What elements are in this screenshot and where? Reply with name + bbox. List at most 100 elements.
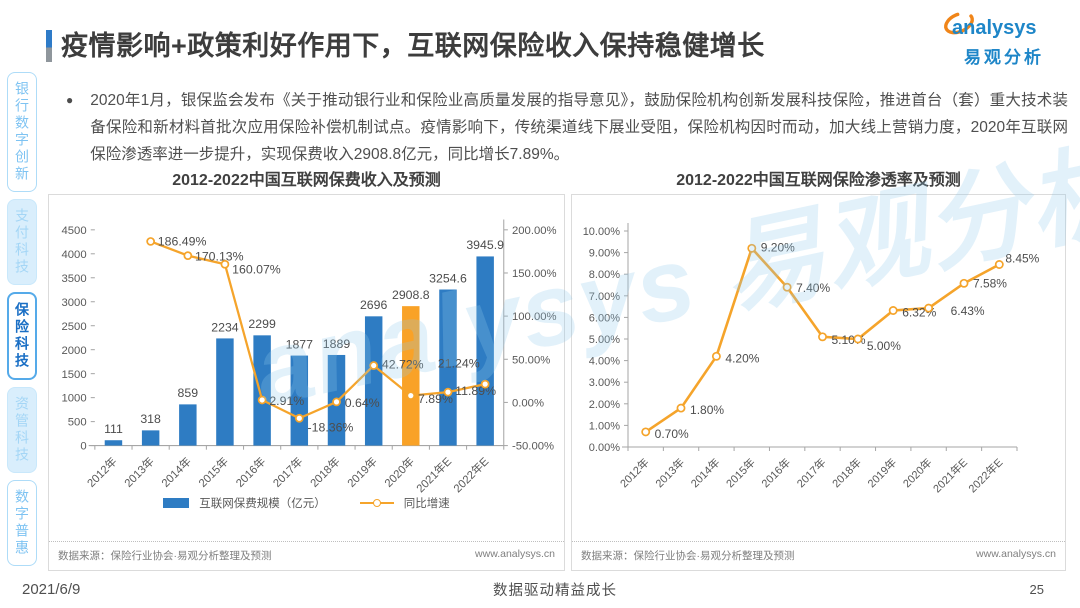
svg-text:50.00%: 50.00% bbox=[512, 354, 550, 366]
bullet-text: 2020年1月，银保监会发布《关于推动银行业和保险业高质量发展的指导意见》，鼓励… bbox=[90, 92, 1068, 163]
legend-bar-label: 互联网保费规模（亿元） bbox=[199, 498, 326, 510]
legend-bar-swatch bbox=[163, 498, 190, 508]
chart-legend: 互联网保费规模（亿元） 同比增速 bbox=[49, 495, 564, 511]
svg-text:2019年: 2019年 bbox=[864, 455, 899, 490]
svg-text:7.00%: 7.00% bbox=[589, 291, 620, 303]
svg-text:0.00%: 0.00% bbox=[589, 442, 620, 454]
svg-text:1.00%: 1.00% bbox=[589, 420, 620, 432]
line-point bbox=[146, 237, 156, 246]
svg-text:859: 859 bbox=[178, 386, 199, 400]
svg-text:2013年: 2013年 bbox=[121, 454, 157, 490]
line-point bbox=[853, 334, 863, 344]
website-label: www.analysys.cn bbox=[976, 548, 1056, 560]
svg-text:170.13%: 170.13% bbox=[195, 250, 244, 264]
sidebar-item-asset-mgmt-tech[interactable]: 资管科技 bbox=[7, 387, 37, 473]
svg-text:4.00%: 4.00% bbox=[589, 356, 620, 368]
svg-text:2012年: 2012年 bbox=[617, 455, 652, 490]
premium-income-chart-title: 2012-2022中国互联网保费收入及预测 bbox=[172, 172, 441, 189]
sidebar-item-payment-tech[interactable]: 支付科技 bbox=[7, 199, 37, 285]
premium-income-chart-svg: 0 500 1000 1500 2000 2500 3000 3500 4000 4500 -50.… bbox=[61, 219, 557, 495]
svg-text:2000: 2000 bbox=[61, 345, 86, 357]
page-title: 疫情影响+政策利好作用下，互联网保险收入保持稳健增长 bbox=[61, 31, 765, 61]
svg-text:9.00%: 9.00% bbox=[589, 248, 620, 260]
line-point bbox=[257, 395, 267, 405]
svg-text:2.91%: 2.91% bbox=[269, 394, 304, 408]
logo-chinese-text: 易观分析 bbox=[964, 48, 1044, 67]
sidebar-item-insurance-tech[interactable]: 保险科技 bbox=[7, 292, 37, 380]
svg-text:111: 111 bbox=[104, 422, 123, 436]
svg-text:318: 318 bbox=[140, 412, 161, 426]
line-point bbox=[924, 303, 934, 313]
svg-text:160.07%: 160.07% bbox=[232, 263, 281, 277]
svg-text:2015年: 2015年 bbox=[723, 455, 758, 490]
penetration-chart-svg: 0.00% 1.00% 2.00% 3.00% 4.00% 5.00% 6.00% 7.00%… bbox=[583, 223, 1040, 495]
bar bbox=[141, 430, 160, 446]
svg-text:1889: 1889 bbox=[323, 337, 351, 351]
svg-text:21.24%: 21.24% bbox=[438, 357, 480, 371]
source-label: 数据来源：保险行业协会·易观分析整理及预测 bbox=[58, 550, 272, 562]
line-point bbox=[220, 259, 230, 269]
footer-page-number: 25 bbox=[1029, 582, 1044, 597]
svg-text:4500: 4500 bbox=[61, 225, 86, 237]
svg-text:0.64%: 0.64% bbox=[345, 396, 380, 410]
svg-text:2012年: 2012年 bbox=[84, 454, 120, 490]
svg-text:1000: 1000 bbox=[61, 393, 86, 405]
svg-text:42.72%: 42.72% bbox=[382, 358, 424, 372]
svg-text:500: 500 bbox=[68, 417, 87, 429]
penetration-chart-title: 2012-2022中国互联网保险渗透率及预测 bbox=[676, 172, 961, 189]
line-point bbox=[480, 379, 490, 389]
source-row: 数据来源：保险行业协会·易观分析整理及预测 www.analysys.cn bbox=[572, 541, 1065, 570]
svg-text:7.89%: 7.89% bbox=[418, 392, 453, 406]
svg-text:2022年E: 2022年E bbox=[965, 455, 1005, 495]
svg-text:2020年: 2020年 bbox=[381, 454, 417, 490]
logo-swoosh-icon bbox=[944, 11, 974, 35]
svg-text:2015年: 2015年 bbox=[196, 454, 232, 490]
bar bbox=[476, 256, 494, 446]
svg-text:7.58%: 7.58% bbox=[973, 276, 1007, 290]
website-label: www.analysys.cn bbox=[475, 548, 555, 560]
svg-text:9.20%: 9.20% bbox=[761, 240, 795, 254]
line-point bbox=[818, 332, 827, 342]
bar bbox=[290, 355, 309, 446]
line-point bbox=[959, 278, 969, 288]
svg-text:10.00%: 10.00% bbox=[583, 226, 621, 238]
bar bbox=[253, 335, 271, 446]
summary-bullet: ● 2020年1月，银保监会发布《关于推动银行业和保险业高质量发展的指导意见》，… bbox=[66, 88, 1068, 168]
svg-text:2021年E: 2021年E bbox=[413, 454, 454, 495]
line-point bbox=[641, 427, 651, 437]
svg-text:2014年: 2014年 bbox=[158, 454, 194, 490]
line-point bbox=[369, 361, 379, 370]
logo-wordmark-svg: analysys bbox=[944, 11, 1037, 39]
line-point bbox=[888, 306, 898, 315]
svg-text:0: 0 bbox=[80, 441, 86, 453]
sidebar-item-bank-digital-innovation[interactable]: 银行数字创新 bbox=[7, 72, 37, 192]
svg-text:200.00%: 200.00% bbox=[512, 225, 557, 237]
legend-line-swatch bbox=[359, 499, 394, 507]
line-point bbox=[406, 391, 416, 401]
svg-text:2018年: 2018年 bbox=[829, 455, 864, 490]
bar bbox=[104, 440, 123, 446]
penetration-chart-panel: 0.00% 1.00% 2.00% 3.00% 4.00% 5.00% 6.00% 7.00%… bbox=[571, 194, 1066, 571]
footer-slogan: 数据驱动精益成长 bbox=[492, 583, 617, 599]
svg-text:1.80%: 1.80% bbox=[690, 403, 724, 417]
line-point bbox=[676, 403, 686, 413]
svg-text:2013年: 2013年 bbox=[652, 455, 687, 490]
svg-text:2500: 2500 bbox=[61, 321, 86, 333]
svg-text:3945.9: 3945.9 bbox=[466, 238, 504, 252]
svg-text:3254.6: 3254.6 bbox=[429, 271, 467, 285]
svg-text:0.70%: 0.70% bbox=[655, 427, 689, 441]
bar bbox=[439, 289, 457, 446]
sidebar-item-digital-inclusion[interactable]: 数字普惠 bbox=[7, 480, 37, 566]
svg-text:0.00%: 0.00% bbox=[512, 398, 544, 410]
svg-text:2018年: 2018年 bbox=[307, 454, 343, 490]
source-row: 数据来源：保险行业协会·易观分析整理及预测 www.analysys.cn bbox=[49, 541, 564, 570]
title-accent-bar bbox=[46, 30, 52, 62]
legend-line-label: 同比增速 bbox=[403, 498, 450, 510]
logo-brand-text: analysys bbox=[952, 17, 1037, 39]
footer: 2021/6/9 数据驱动精益成长 25 bbox=[22, 579, 1044, 600]
svg-text:100.00%: 100.00% bbox=[512, 311, 557, 323]
bar bbox=[216, 338, 234, 446]
svg-text:11.89%: 11.89% bbox=[455, 384, 496, 398]
analysys-logo: analysys 易观分析 bbox=[942, 10, 1066, 68]
line-point bbox=[332, 397, 341, 407]
